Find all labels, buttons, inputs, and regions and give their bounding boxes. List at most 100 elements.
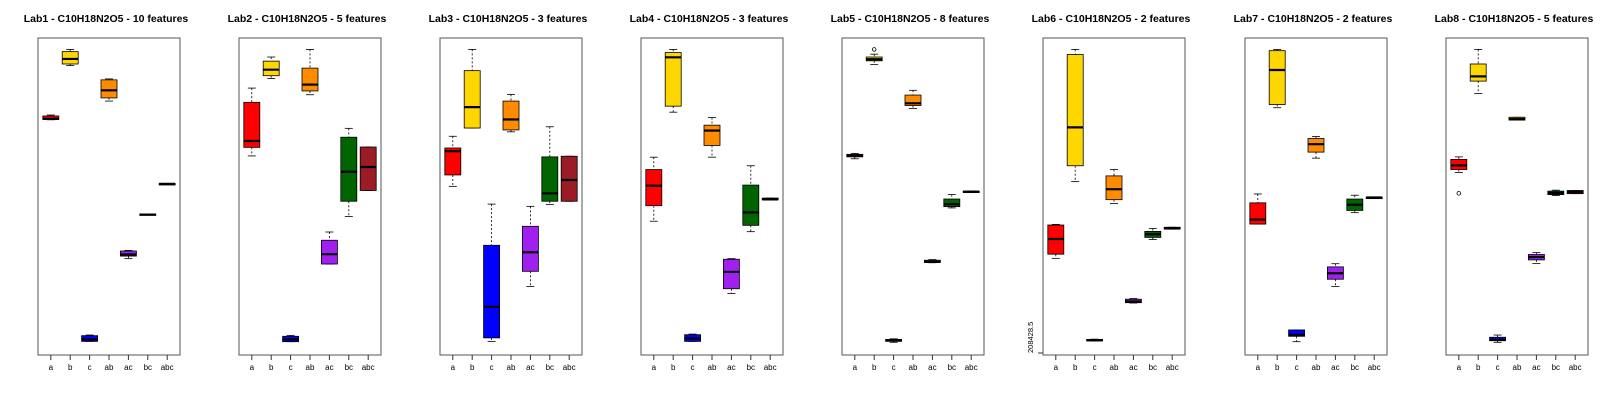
box-ac xyxy=(722,258,740,294)
box-ab xyxy=(301,49,319,96)
box-b xyxy=(865,53,883,66)
x-tick-label: b xyxy=(1275,363,1280,372)
chart-title: Lab1 - C10H18N2O5 - 10 features xyxy=(24,13,189,25)
x-tick-label: ab xyxy=(306,363,315,372)
x-tick-label: a xyxy=(1256,363,1261,372)
box-body xyxy=(301,67,319,92)
box-body xyxy=(359,146,377,191)
box-body xyxy=(61,51,79,65)
x-tick-label: ac xyxy=(526,363,534,372)
box-body xyxy=(320,239,338,265)
box-bc xyxy=(139,213,157,216)
chart-title: Lab3 - C10H18N2O5 - 3 features xyxy=(429,13,588,25)
x-tick-label: c xyxy=(490,363,494,372)
box-ab xyxy=(502,94,520,133)
x-tick-label: ac xyxy=(1532,363,1540,372)
box-abc xyxy=(1566,190,1584,195)
x-tick-label: ab xyxy=(1312,363,1321,372)
box-ac xyxy=(521,205,539,287)
box-body xyxy=(100,79,118,99)
box-abc xyxy=(1365,196,1383,200)
x-tick-label: ab xyxy=(909,363,918,372)
x-tick-label: ac xyxy=(727,363,735,372)
box-body xyxy=(444,147,462,176)
box-c xyxy=(483,203,501,342)
x-tick-label: ab xyxy=(1513,363,1522,372)
box-ac xyxy=(320,231,338,265)
box-abc xyxy=(1163,226,1181,230)
x-tick-label: b xyxy=(1073,363,1078,372)
x-tick-label: bc xyxy=(1552,363,1560,372)
chart-title: Lab2 - C10H18N2O5 - 5 features xyxy=(228,13,387,25)
box-c xyxy=(684,333,702,342)
box-bc xyxy=(340,127,358,217)
x-tick-label: a xyxy=(853,363,858,372)
box-bc xyxy=(1144,228,1162,241)
x-tick-label: c xyxy=(1295,363,1299,372)
box-body xyxy=(262,60,280,77)
x-tick-label: ab xyxy=(708,363,717,372)
box-bc xyxy=(1346,194,1364,214)
box-a xyxy=(42,114,60,121)
chart-title: Lab8 - C10H18N2O5 - 5 features xyxy=(1435,13,1594,25)
x-tick-label: b xyxy=(269,363,274,372)
x-tick-label: abc xyxy=(1166,363,1179,372)
box-body xyxy=(703,124,721,146)
plot-frame xyxy=(1244,37,1388,356)
chart-title: Lab4 - C10H18N2O5 - 3 features xyxy=(630,13,789,25)
box-c xyxy=(1288,329,1306,343)
chart-title: Lab5 - C10H18N2O5 - 8 features xyxy=(831,13,990,25)
box-ac xyxy=(923,259,941,264)
x-tick-label: c xyxy=(892,363,896,372)
x-tick-label: b xyxy=(68,363,73,372)
box-abc xyxy=(962,190,980,194)
box-body xyxy=(943,198,961,208)
box-ac xyxy=(1527,252,1545,264)
x-tick-label: a xyxy=(250,363,255,372)
outlier-point xyxy=(1456,191,1462,196)
box-body xyxy=(541,156,559,202)
box-a xyxy=(243,87,261,157)
box-ab xyxy=(1105,169,1123,204)
x-tick-label: abc xyxy=(161,363,174,372)
plot-frame xyxy=(841,37,985,356)
x-tick-label: abc xyxy=(1368,363,1381,372)
box-body xyxy=(521,225,539,272)
box-body xyxy=(904,94,922,106)
x-tick-label: ac xyxy=(124,363,132,372)
x-tick-label: bc xyxy=(345,363,353,372)
box-abc xyxy=(761,197,779,201)
box-body xyxy=(1105,175,1123,201)
x-tick-label: ab xyxy=(1110,363,1119,372)
box-a xyxy=(1047,223,1065,259)
box-ab xyxy=(100,78,118,102)
box-c xyxy=(1489,334,1507,343)
x-tick-label: ac xyxy=(928,363,936,372)
x-tick-label: b xyxy=(1476,363,1481,372)
box-body xyxy=(1288,329,1306,337)
box-bc xyxy=(541,126,559,205)
box-abc xyxy=(560,155,578,202)
box-body xyxy=(483,244,501,339)
x-tick-label: ac xyxy=(1331,363,1339,372)
box-b xyxy=(1469,49,1487,94)
box-b xyxy=(1066,49,1084,183)
box-body xyxy=(560,155,578,202)
x-tick-label: ab xyxy=(507,363,516,372)
x-tick-label: c xyxy=(1496,363,1500,372)
x-tick-label: bc xyxy=(546,363,554,372)
box-ab xyxy=(1307,136,1325,159)
box-ac xyxy=(1326,263,1344,287)
x-tick-label: b xyxy=(470,363,475,372)
x-tick-label: c xyxy=(1093,363,1097,372)
x-tick-label: ac xyxy=(1129,363,1137,372)
box-body xyxy=(1066,54,1084,167)
box-b xyxy=(463,49,481,129)
